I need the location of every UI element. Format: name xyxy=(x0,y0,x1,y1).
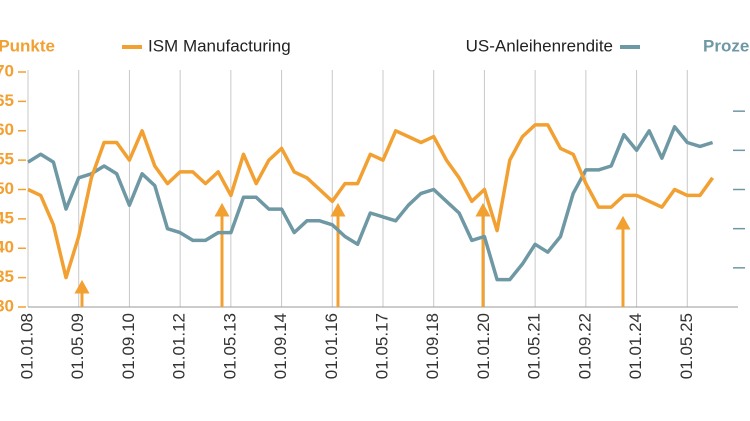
y-tick-label: 45 xyxy=(0,208,14,227)
arrow-head xyxy=(615,215,631,230)
x-tick-label: 01.09.22 xyxy=(575,313,594,379)
x-tick-label: 01.01.16 xyxy=(322,313,341,379)
x-tick-label: 01.01.12 xyxy=(170,313,189,379)
x-tick-label: 01.01.24 xyxy=(626,313,645,379)
x-tick-label: 01.01.20 xyxy=(474,313,493,379)
x-tick-label: 01.05.17 xyxy=(372,313,391,379)
x-tick-label: 01.05.25 xyxy=(677,313,696,379)
arrow-head xyxy=(214,202,230,217)
series-line xyxy=(27,125,714,282)
x-tick-label: 01.09.10 xyxy=(119,313,138,379)
arrow-head xyxy=(74,279,90,294)
x-tick-label: 01.01.08 xyxy=(17,313,36,379)
y-tick-label: 60 xyxy=(0,120,14,139)
x-tick-label: 01.09.18 xyxy=(423,313,442,379)
y2-axis-label: Prozent xyxy=(703,36,750,55)
y-tick-label: 50 xyxy=(0,179,14,198)
legend-label: US-Anleihenrendite xyxy=(466,36,613,55)
x-tick-label: 01.05.13 xyxy=(220,313,239,379)
y-axis-label: Punkte xyxy=(0,36,55,55)
x-tick-label: 01.05.21 xyxy=(525,313,544,379)
x-tick-label: 01.09.14 xyxy=(271,313,290,379)
x-tick-label: 01.05.09 xyxy=(68,313,87,379)
arrow-head xyxy=(330,202,346,217)
legend-label: ISM Manufacturing xyxy=(148,36,291,55)
series-line xyxy=(27,123,715,280)
annotation-arrows xyxy=(74,202,631,307)
y-tick-label: 40 xyxy=(0,238,14,257)
y-tick-label: 30 xyxy=(0,296,14,315)
y-tick-label: 65 xyxy=(0,91,14,110)
arrow-head xyxy=(475,202,491,217)
y-tick-label: 70 xyxy=(0,61,14,80)
y-tick-label: 55 xyxy=(0,150,14,169)
y-tick-label: 35 xyxy=(0,267,14,286)
